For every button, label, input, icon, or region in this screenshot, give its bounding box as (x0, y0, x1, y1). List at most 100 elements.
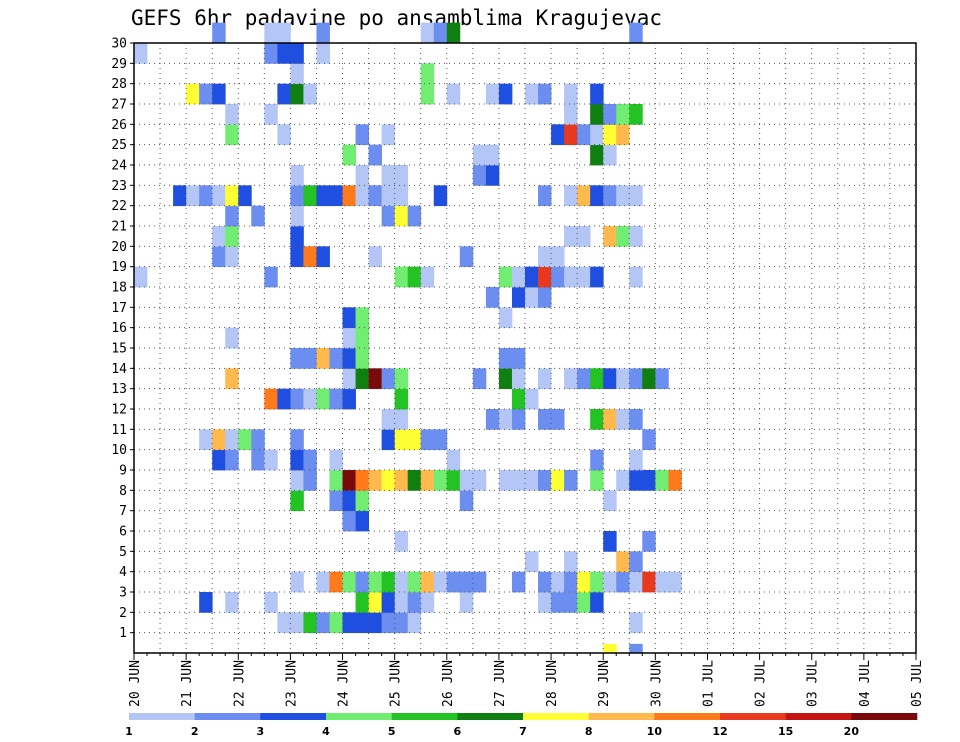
heatmap-cell (394, 612, 409, 634)
heatmap-cell (629, 266, 643, 288)
heatmap-cell (134, 43, 148, 64)
heatmap-cell (485, 144, 500, 166)
heatmap-cell (590, 470, 604, 491)
heatmap-cell (355, 490, 369, 512)
heatmap-cell (433, 185, 448, 207)
heatmap-cell (629, 409, 643, 430)
heatmap-cell (511, 348, 526, 369)
heatmap-cell (277, 388, 291, 410)
heatmap-cell (525, 83, 539, 105)
x-tick-label: 22 JUN (232, 660, 247, 707)
heatmap-cell (655, 470, 669, 491)
legend-swatch (588, 713, 655, 720)
y-tick-label: 18 (111, 281, 127, 296)
heatmap-cell (277, 124, 291, 146)
heatmap-cell (212, 449, 226, 471)
heatmap-cell (225, 592, 239, 613)
legend-swatch (523, 713, 589, 720)
x-tick-label: 24 JUN (337, 660, 352, 707)
heatmap-cell (629, 368, 643, 390)
heatmap-cell (511, 368, 526, 390)
heatmap-cell (290, 348, 304, 369)
heatmap-cell (420, 266, 435, 288)
heatmap-cell (564, 185, 578, 207)
heatmap-cell (329, 449, 343, 471)
y-tick-label: 29 (111, 57, 127, 72)
heatmap-cell (290, 83, 304, 105)
y-tick-label: 4 (119, 565, 127, 580)
heatmap-cell (564, 551, 578, 573)
heatmap-cell (629, 104, 643, 125)
heatmap-cell (407, 571, 422, 593)
heatmap-cell (642, 571, 656, 593)
heatmap-cell (355, 470, 369, 491)
heatmap-cell (498, 348, 513, 369)
heatmap-cell (459, 246, 474, 268)
legend-swatch (851, 713, 918, 720)
heatmap-cell (590, 409, 604, 430)
y-tick-label: 20 (111, 240, 127, 255)
heatmap-cell (355, 307, 369, 329)
heatmap-cell (355, 124, 369, 146)
heatmap-cell (564, 592, 578, 613)
heatmap-cell (538, 83, 552, 105)
heatmap-cell (394, 531, 409, 552)
heatmap-cell (668, 571, 682, 593)
heatmap-cell (290, 43, 304, 64)
y-tick-label: 21 (111, 220, 127, 235)
heatmap-cell (316, 185, 330, 207)
heatmap-cell (290, 429, 304, 451)
heatmap-cell (225, 327, 239, 349)
heatmap-cell (238, 429, 252, 451)
heatmap-cell (381, 429, 396, 451)
legend-label: 2 (191, 725, 199, 738)
x-tick-label: 20 JUN (128, 660, 143, 707)
heatmap-cell (629, 185, 643, 207)
heatmap-cell (577, 571, 591, 593)
heatmap-cell (355, 571, 369, 593)
heatmap-cell (368, 246, 383, 268)
heatmap-cell (511, 571, 526, 593)
y-tick-label: 9 (119, 464, 127, 479)
heatmap-cell (329, 388, 343, 410)
heatmap-cell (642, 429, 656, 451)
heatmap-cell (225, 449, 239, 471)
heatmap-cell (264, 449, 278, 471)
legend-swatch (391, 713, 458, 720)
heatmap-cell (394, 185, 409, 207)
heatmap-cell (459, 470, 474, 491)
y-tick-label: 5 (119, 545, 127, 560)
heatmap-cell (368, 592, 383, 613)
heatmap-cell (394, 205, 409, 227)
y-tick-label: 30 (111, 37, 127, 52)
heatmap-cell (290, 226, 304, 247)
heatmap-cell (498, 470, 513, 491)
heatmap-cell (316, 43, 330, 64)
heatmap-cell (238, 185, 252, 207)
heatmap-cell (603, 490, 617, 512)
heatmap-cell (629, 22, 643, 44)
heatmap-cell (603, 185, 617, 207)
legend-swatch (260, 713, 327, 720)
heatmap-cell (420, 83, 435, 105)
heatmap-cell (511, 470, 526, 491)
heatmap-cell (212, 429, 226, 451)
heatmap-cell (485, 409, 500, 430)
heatmap-cell (342, 307, 356, 329)
heatmap-cell (590, 266, 604, 288)
y-tick-label: 2 (119, 606, 127, 621)
heatmap-cell (303, 470, 317, 491)
heatmap-cell (303, 185, 317, 207)
heatmap-cell (603, 531, 617, 552)
heatmap-cell (303, 348, 317, 369)
heatmap-cell (290, 165, 304, 186)
heatmap-cell (590, 571, 604, 593)
heatmap-cell (381, 612, 396, 634)
heatmap-cell (538, 409, 552, 430)
heatmap-cell (342, 470, 356, 491)
heatmap-cell (199, 83, 213, 105)
heatmap-cell (525, 266, 539, 288)
heatmap-cell (225, 104, 239, 125)
heatmap-cell (264, 388, 278, 410)
heatmap-cell (577, 226, 591, 247)
